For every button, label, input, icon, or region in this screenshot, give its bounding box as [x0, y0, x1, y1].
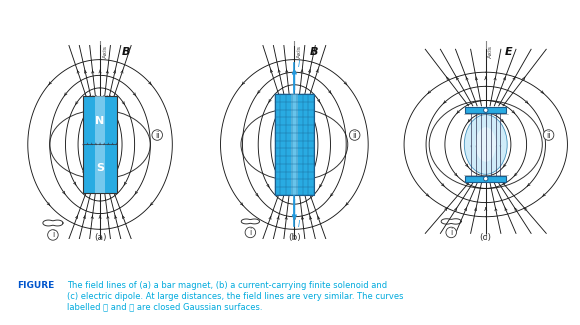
Text: ii: ii: [353, 131, 357, 139]
FancyBboxPatch shape: [465, 107, 506, 113]
Text: E: E: [505, 47, 512, 57]
Text: (c): (c): [480, 233, 492, 242]
Text: The field lines of (a) a bar magnet, (b) a current-carrying finite solenoid and
: The field lines of (a) a bar magnet, (b)…: [67, 281, 403, 311]
Text: i: i: [450, 228, 452, 237]
Ellipse shape: [465, 115, 507, 174]
FancyBboxPatch shape: [465, 176, 506, 182]
Text: B: B: [122, 47, 130, 57]
Text: Axis: Axis: [297, 46, 302, 58]
Text: S: S: [96, 163, 104, 173]
Text: I: I: [298, 220, 300, 229]
Text: (b): (b): [288, 233, 300, 242]
Text: ii: ii: [155, 131, 160, 139]
Text: Axis: Axis: [103, 46, 107, 58]
Text: FIGURE: FIGURE: [17, 281, 55, 290]
Text: I: I: [298, 60, 300, 69]
FancyBboxPatch shape: [83, 96, 117, 193]
Text: ii: ii: [546, 131, 551, 139]
Text: i: i: [249, 228, 252, 237]
FancyBboxPatch shape: [291, 94, 298, 195]
Circle shape: [484, 176, 488, 181]
FancyBboxPatch shape: [275, 94, 314, 195]
Text: B: B: [310, 47, 318, 57]
Text: i: i: [52, 230, 54, 240]
Text: (a): (a): [94, 233, 106, 242]
Circle shape: [484, 108, 488, 112]
Text: N: N: [96, 116, 104, 126]
Text: Axis: Axis: [488, 46, 493, 58]
FancyBboxPatch shape: [95, 96, 105, 193]
Ellipse shape: [476, 127, 496, 162]
